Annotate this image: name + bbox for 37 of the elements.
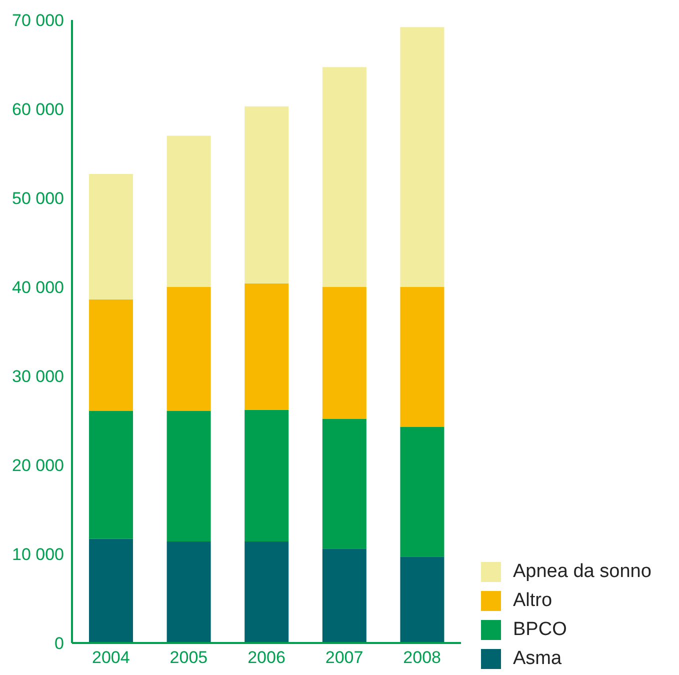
- bar: [322, 418, 366, 549]
- bar: [166, 136, 211, 287]
- bar: [244, 410, 289, 542]
- bar: [244, 542, 289, 643]
- bar: [89, 174, 133, 300]
- x-tick-label: 2007: [325, 648, 364, 668]
- bar: [400, 426, 444, 557]
- bar: [400, 556, 444, 643]
- y-tick-label: 30 000: [12, 367, 64, 386]
- bar: [322, 548, 366, 643]
- bar: [166, 410, 211, 542]
- x-tick-label: 2005: [170, 648, 208, 668]
- bar: [89, 410, 133, 539]
- y-tick-label: 60 000: [12, 100, 64, 120]
- bar: [166, 287, 211, 411]
- bar: [244, 106, 289, 284]
- bar: [89, 299, 133, 411]
- bar: [244, 283, 289, 410]
- legend-label: Apnea da sonno: [513, 560, 652, 582]
- x-tick-label: 2006: [248, 648, 286, 668]
- y-tick-label: 50 000: [12, 189, 64, 208]
- bar: [400, 287, 444, 427]
- x-tick-label: 2004: [92, 648, 130, 668]
- y-tick-label: 0: [54, 634, 64, 654]
- legend-label: Altro: [513, 590, 552, 612]
- y-tick-label: 70 000: [12, 11, 64, 30]
- y-tick-label: 40 000: [12, 278, 64, 298]
- legend-label: BPCO: [513, 618, 567, 640]
- bar: [89, 538, 133, 643]
- x-tick-label: 2008: [403, 648, 442, 668]
- bar: [166, 542, 211, 643]
- bar: [322, 287, 366, 419]
- legend-label: Asma: [513, 648, 562, 670]
- y-tick-label: 20 000: [12, 456, 64, 476]
- bar: [400, 27, 444, 287]
- bar: [322, 67, 366, 287]
- y-tick-label: 10 000: [12, 545, 64, 564]
